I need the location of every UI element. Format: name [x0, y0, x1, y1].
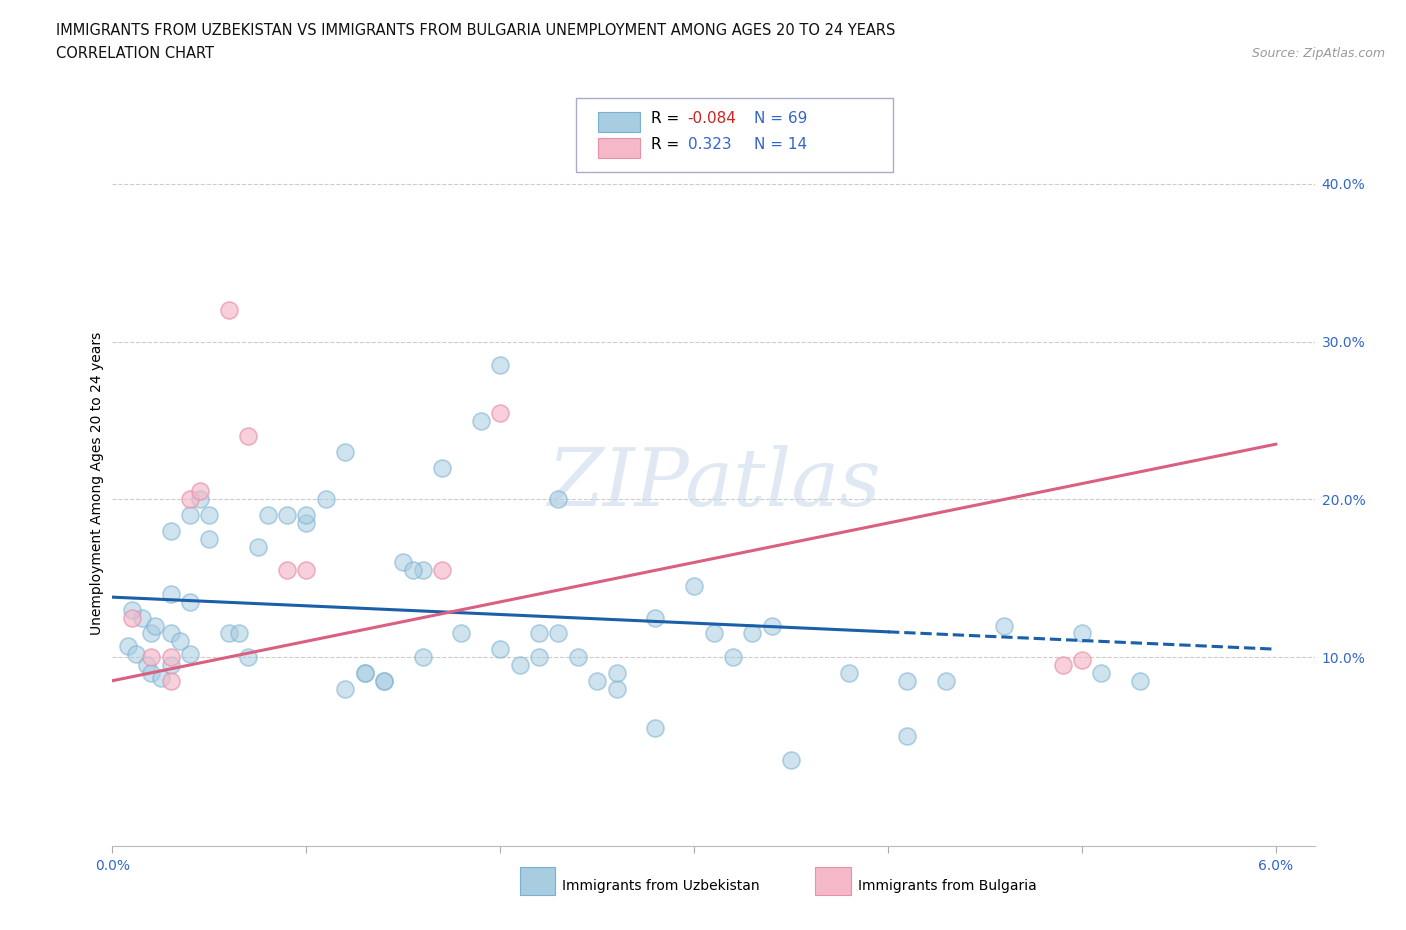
Point — [430, 460, 453, 475]
Text: Immigrants from Bulgaria: Immigrants from Bulgaria — [858, 879, 1036, 894]
Point — [333, 445, 356, 459]
Point — [1071, 626, 1094, 641]
Point — [218, 626, 240, 641]
Point — [179, 508, 201, 523]
Point — [169, 634, 191, 649]
Point — [489, 405, 512, 420]
Point — [644, 610, 666, 625]
Point — [315, 492, 337, 507]
Point — [993, 618, 1015, 633]
Point — [159, 587, 181, 602]
Point — [179, 646, 201, 661]
Point — [450, 626, 472, 641]
Point — [896, 728, 918, 743]
Point — [489, 642, 512, 657]
Point — [1090, 665, 1112, 680]
Point — [198, 531, 221, 546]
Text: R =: R = — [651, 111, 685, 126]
Point — [295, 563, 318, 578]
Point — [121, 603, 143, 618]
Text: IMMIGRANTS FROM UZBEKISTAN VS IMMIGRANTS FROM BULGARIA UNEMPLOYMENT AMONG AGES 2: IMMIGRANTS FROM UZBEKISTAN VS IMMIGRANTS… — [56, 23, 896, 38]
Point — [238, 429, 260, 444]
Point — [143, 618, 166, 633]
Point — [117, 639, 139, 654]
Point — [547, 626, 569, 641]
Point — [353, 665, 375, 680]
Point — [547, 492, 569, 507]
Point — [238, 650, 260, 665]
Point — [935, 673, 957, 688]
Point — [218, 302, 240, 317]
Point — [198, 508, 221, 523]
Text: R =: R = — [651, 137, 685, 152]
Point — [256, 508, 278, 523]
Point — [353, 665, 375, 680]
Point — [527, 650, 550, 665]
Text: 0.323: 0.323 — [688, 137, 731, 152]
Point — [131, 610, 153, 625]
Point — [1052, 658, 1074, 672]
Point — [430, 563, 453, 578]
Point — [333, 681, 356, 696]
Point — [567, 650, 589, 665]
Point — [141, 665, 163, 680]
Point — [159, 658, 181, 672]
Point — [136, 658, 159, 672]
Point — [402, 563, 425, 578]
Point — [295, 508, 318, 523]
Text: CORRELATION CHART: CORRELATION CHART — [56, 46, 214, 61]
Text: Source: ZipAtlas.com: Source: ZipAtlas.com — [1251, 46, 1385, 60]
Point — [606, 681, 628, 696]
Text: -0.084: -0.084 — [688, 111, 737, 126]
Point — [761, 618, 783, 633]
Point — [179, 492, 201, 507]
Point — [683, 578, 706, 593]
Point — [838, 665, 860, 680]
Text: N = 69: N = 69 — [754, 111, 807, 126]
Point — [412, 650, 434, 665]
Point — [606, 665, 628, 680]
Point — [276, 563, 298, 578]
Point — [188, 492, 211, 507]
Text: N = 14: N = 14 — [754, 137, 807, 152]
Point — [179, 594, 201, 609]
Point — [527, 626, 550, 641]
Point — [121, 610, 143, 625]
Point — [412, 563, 434, 578]
Point — [149, 671, 172, 685]
Point — [586, 673, 609, 688]
Point — [159, 524, 181, 538]
Point — [509, 658, 531, 672]
Point — [125, 646, 148, 661]
Point — [276, 508, 298, 523]
Point — [159, 626, 181, 641]
Point — [470, 413, 492, 428]
Point — [159, 650, 181, 665]
Point — [188, 484, 211, 498]
Point — [1071, 653, 1094, 668]
Point — [489, 358, 512, 373]
Point — [741, 626, 763, 641]
Point — [702, 626, 725, 641]
Point — [246, 539, 269, 554]
Point — [896, 673, 918, 688]
Point — [721, 650, 744, 665]
Point — [159, 673, 181, 688]
Point — [392, 555, 415, 570]
Text: ZIPatlas: ZIPatlas — [547, 445, 880, 523]
Text: Immigrants from Uzbekistan: Immigrants from Uzbekistan — [562, 879, 761, 894]
Point — [228, 626, 250, 641]
Point — [644, 721, 666, 736]
Y-axis label: Unemployment Among Ages 20 to 24 years: Unemployment Among Ages 20 to 24 years — [90, 332, 104, 635]
Point — [1129, 673, 1152, 688]
Point — [373, 673, 395, 688]
Point — [780, 752, 803, 767]
Point — [141, 626, 163, 641]
Point — [373, 673, 395, 688]
Point — [141, 650, 163, 665]
Point — [295, 515, 318, 530]
